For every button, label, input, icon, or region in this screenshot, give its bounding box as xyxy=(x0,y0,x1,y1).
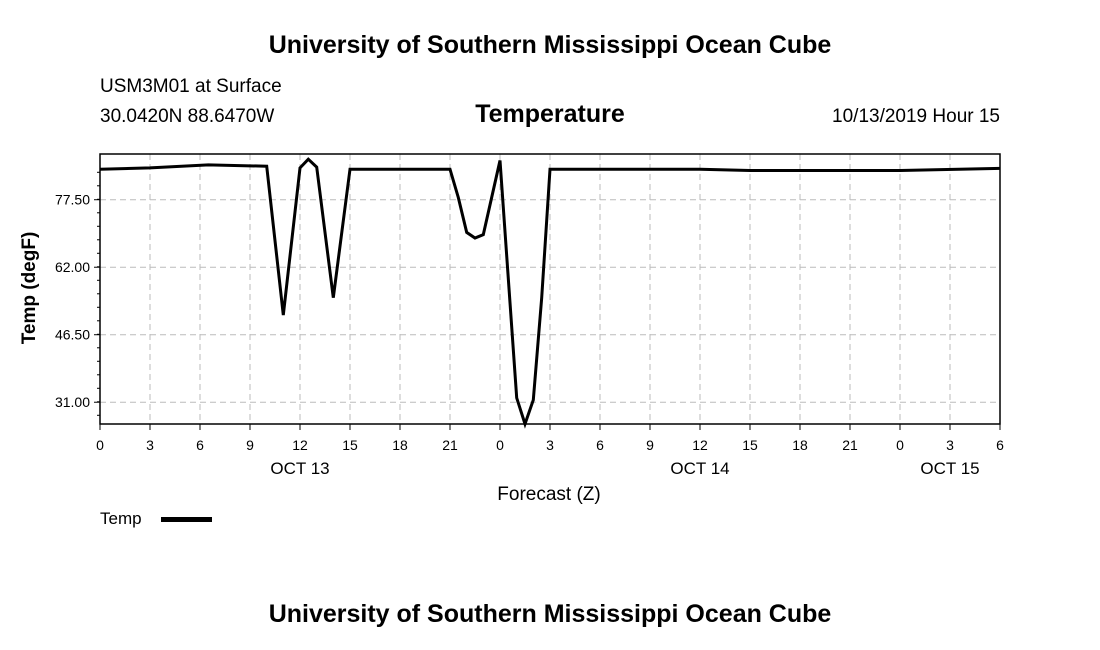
x-tick-label: 12 xyxy=(292,437,308,453)
y-tick-label: 62.00 xyxy=(55,259,90,275)
chart-grid xyxy=(100,154,1000,424)
x-axis-label: Forecast (Z) xyxy=(497,484,600,505)
x-tick-label: 0 xyxy=(896,437,904,453)
x-tick-label: 3 xyxy=(946,437,954,453)
legend-line-swatch xyxy=(161,517,212,522)
x-tick-label: 21 xyxy=(842,437,858,453)
x-tick-label: 6 xyxy=(596,437,604,453)
date-label: OCT 15 xyxy=(920,459,979,478)
bottom-title: University of Southern Mississippi Ocean… xyxy=(268,600,832,628)
temp-series-line xyxy=(99,157,1001,429)
y-tick-label: 31.00 xyxy=(55,394,90,410)
x-tick-label: 15 xyxy=(342,437,358,453)
coordinates-label: 30.0420N 88.6470W xyxy=(100,106,275,127)
y-tick-label: 46.50 xyxy=(55,327,90,343)
date-label: OCT 14 xyxy=(670,459,729,478)
y-tick-label: 77.50 xyxy=(55,192,90,208)
plot-frame xyxy=(99,153,1001,425)
x-tick-label: 3 xyxy=(146,437,154,453)
legend-label: Temp xyxy=(100,509,142,528)
chart-title: Temperature xyxy=(475,100,625,128)
x-tick-label: 0 xyxy=(496,437,504,453)
forecast-datetime: 10/13/2019 Hour 15 xyxy=(832,106,1000,127)
x-tick-label: 15 xyxy=(742,437,758,453)
chart-tick-labels: 0 3 6 9 12 15 18 21 0 3 6 9 12 15 18 21 0 3 6 31.00 46.50 62.… xyxy=(55,192,1004,478)
x-tick-label: 18 xyxy=(392,437,408,453)
x-tick-label: 9 xyxy=(246,437,254,453)
x-tick-label: 6 xyxy=(196,437,204,453)
x-tick-label: 21 xyxy=(442,437,458,453)
chart-ticks xyxy=(94,171,1001,430)
x-tick-label: 18 xyxy=(792,437,808,453)
date-label: OCT 13 xyxy=(270,459,329,478)
x-tick-label: 0 xyxy=(96,437,104,453)
x-tick-label: 12 xyxy=(692,437,708,453)
y-axis-label: Temp (degF) xyxy=(19,232,40,345)
top-title: University of Southern Mississippi Ocean… xyxy=(268,31,832,59)
station-label: USM3M01 at Surface xyxy=(100,76,282,97)
x-tick-label: 6 xyxy=(996,437,1004,453)
x-tick-label: 9 xyxy=(646,437,654,453)
chart-series xyxy=(99,157,1001,429)
x-tick-label: 3 xyxy=(546,437,554,453)
